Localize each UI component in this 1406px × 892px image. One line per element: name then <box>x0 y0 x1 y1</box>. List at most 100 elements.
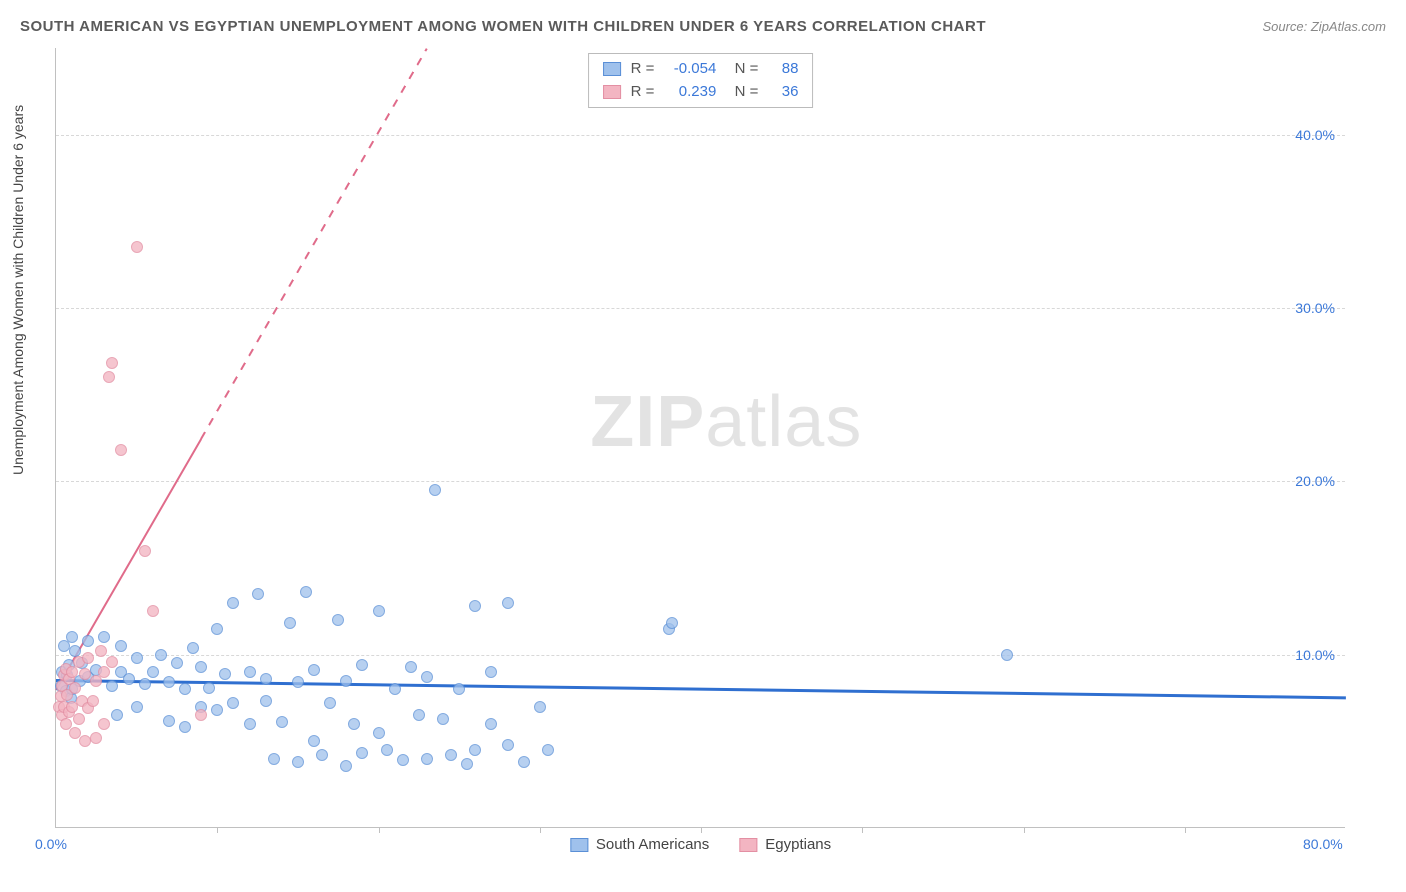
legend-label: Egyptians <box>765 836 831 853</box>
gridline <box>56 135 1345 136</box>
data-point <box>244 718 256 730</box>
correlation-legend: R =-0.054 N =88R =0.239 N =36 <box>588 53 814 108</box>
data-point <box>219 668 231 680</box>
source-prefix: Source: <box>1262 19 1310 34</box>
data-point <box>66 631 78 643</box>
x-tick <box>701 827 702 833</box>
data-point <box>397 754 409 766</box>
legend-label: South Americans <box>596 836 709 853</box>
data-point <box>211 704 223 716</box>
data-point <box>95 645 107 657</box>
data-point <box>437 713 449 725</box>
x-axis-max-label: 80.0% <box>1303 836 1343 852</box>
trend-line <box>56 679 1346 699</box>
y-tick-label: 10.0% <box>1295 647 1335 663</box>
n-value: 36 <box>768 81 798 104</box>
data-point <box>211 623 223 635</box>
source-name: ZipAtlas.com <box>1311 19 1386 34</box>
series-legend: South Americans Egyptians <box>570 836 831 853</box>
data-point <box>66 666 78 678</box>
data-point <box>179 721 191 733</box>
data-point <box>79 735 91 747</box>
data-point <box>179 683 191 695</box>
data-point <box>227 697 239 709</box>
data-point <box>469 600 481 612</box>
data-point <box>324 697 336 709</box>
data-point <box>518 756 530 768</box>
gridline <box>56 481 1345 482</box>
watermark-light: atlas <box>705 382 862 462</box>
data-point <box>252 588 264 600</box>
data-point <box>356 747 368 759</box>
n-value: 88 <box>768 58 798 81</box>
legend-stat-row: R =0.239 N =36 <box>603 81 799 104</box>
legend-stat-row: R =-0.054 N =88 <box>603 58 799 81</box>
y-tick-label: 20.0% <box>1295 473 1335 489</box>
data-point <box>115 640 127 652</box>
data-point <box>103 371 115 383</box>
data-point <box>131 652 143 664</box>
data-point <box>292 676 304 688</box>
data-point <box>308 735 320 747</box>
x-tick <box>379 827 380 833</box>
data-point <box>195 709 207 721</box>
r-label: R = <box>631 81 655 104</box>
y-tick-label: 30.0% <box>1295 300 1335 316</box>
data-point <box>300 586 312 598</box>
data-point <box>131 701 143 713</box>
data-point <box>90 732 102 744</box>
data-point <box>461 758 473 770</box>
data-point <box>87 695 99 707</box>
data-point <box>82 635 94 647</box>
data-point <box>260 673 272 685</box>
data-point <box>292 756 304 768</box>
data-point <box>502 739 514 751</box>
data-point <box>106 656 118 668</box>
gridline <box>56 308 1345 309</box>
n-label: N = <box>726 81 758 104</box>
data-point <box>123 673 135 685</box>
data-point <box>348 718 360 730</box>
legend-swatch <box>570 838 588 852</box>
data-point <box>502 597 514 609</box>
data-point <box>284 617 296 629</box>
data-point <box>155 649 167 661</box>
data-point <box>340 760 352 772</box>
data-point <box>485 718 497 730</box>
data-point <box>666 617 678 629</box>
data-point <box>421 753 433 765</box>
data-point <box>111 709 123 721</box>
data-point <box>147 666 159 678</box>
data-point <box>203 682 215 694</box>
data-point <box>139 678 151 690</box>
data-point <box>381 744 393 756</box>
data-point <box>469 744 481 756</box>
data-point <box>445 749 457 761</box>
x-tick <box>862 827 863 833</box>
n-label: N = <box>726 58 758 81</box>
data-point <box>316 749 328 761</box>
data-point <box>187 642 199 654</box>
data-point <box>171 657 183 669</box>
data-point <box>139 545 151 557</box>
data-point <box>332 614 344 626</box>
x-tick <box>217 827 218 833</box>
data-point <box>147 605 159 617</box>
data-point <box>73 713 85 725</box>
x-tick <box>1024 827 1025 833</box>
x-axis-origin-label: 0.0% <box>35 836 67 852</box>
data-point <box>373 727 385 739</box>
data-point <box>244 666 256 678</box>
data-point <box>195 661 207 673</box>
legend-item: South Americans <box>570 836 709 853</box>
data-point <box>413 709 425 721</box>
data-point <box>106 680 118 692</box>
legend-swatch <box>603 62 621 76</box>
legend-item: Egyptians <box>739 836 831 853</box>
watermark: ZIPatlas <box>590 381 862 463</box>
data-point <box>131 241 143 253</box>
data-point <box>163 676 175 688</box>
data-point <box>389 683 401 695</box>
data-point <box>268 753 280 765</box>
data-point <box>308 664 320 676</box>
